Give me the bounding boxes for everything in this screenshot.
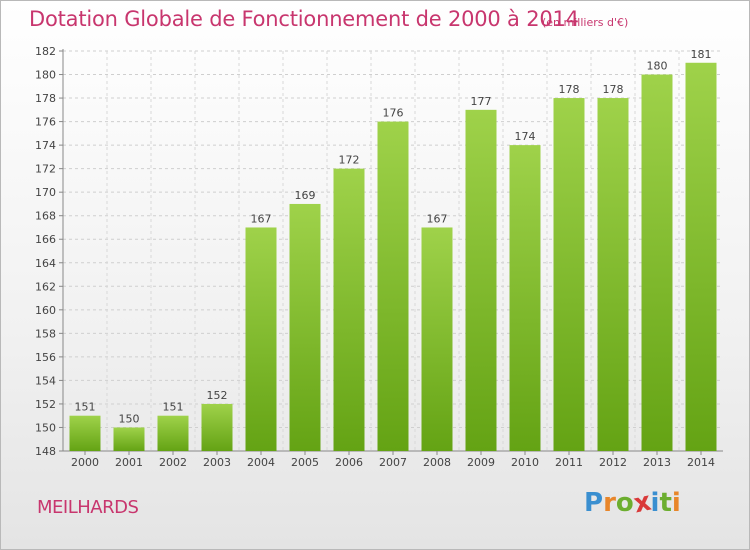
- data-label-2010: 174: [515, 130, 536, 143]
- data-label-2013: 180: [647, 60, 668, 73]
- data-label-2009: 177: [471, 95, 492, 108]
- x-tick-label: 2012: [599, 456, 627, 469]
- y-tick-label: 148: [35, 445, 56, 458]
- y-tick-label: 172: [35, 163, 56, 176]
- data-label-2002: 151: [163, 401, 184, 414]
- x-tick-label: 2010: [511, 456, 539, 469]
- bar-2003: [201, 403, 233, 451]
- bar-2012: [597, 98, 629, 451]
- x-tick-label: 2014: [687, 456, 715, 469]
- data-label-2008: 167: [427, 212, 448, 225]
- bar-2010: [509, 145, 541, 451]
- bar-2004: [245, 227, 277, 451]
- x-tick-label: 2000: [71, 456, 99, 469]
- y-tick-label: 152: [35, 398, 56, 411]
- data-label-2001: 150: [119, 412, 140, 425]
- data-label-2014: 181: [691, 48, 712, 61]
- y-tick-label: 166: [35, 233, 56, 246]
- bar-2002: [157, 415, 189, 451]
- x-tick-label: 2008: [423, 456, 451, 469]
- y-tick-label: 168: [35, 210, 56, 223]
- y-tick-label: 176: [35, 116, 56, 129]
- proxiti-logo: Proxiti: [584, 486, 681, 520]
- bar-2009: [465, 109, 497, 451]
- bars: [69, 62, 717, 452]
- y-tick-label: 182: [35, 45, 56, 58]
- x-tick-label: 2007: [379, 456, 407, 469]
- y-tick-label: 162: [35, 280, 56, 293]
- x-tick-label: 2001: [115, 456, 143, 469]
- y-tick-label: 156: [35, 351, 56, 364]
- data-label-2006: 172: [339, 154, 360, 167]
- y-tick-label: 160: [35, 304, 56, 317]
- bar-2001: [113, 427, 145, 451]
- bar-2008: [421, 227, 453, 451]
- x-tick-label: 2006: [335, 456, 363, 469]
- x-tick-label: 2011: [555, 456, 583, 469]
- x-tick-label: 2002: [159, 456, 187, 469]
- x-tick-label: 2003: [203, 456, 231, 469]
- bar-2011: [553, 98, 585, 451]
- y-tick-label: 180: [35, 69, 56, 82]
- data-label-2004: 167: [251, 212, 272, 225]
- chart-subtitle: (en milliers d'€): [542, 16, 629, 29]
- data-label-2000: 151: [75, 401, 96, 414]
- bar-2013: [641, 74, 673, 451]
- x-tick-label: 2009: [467, 456, 495, 469]
- chart-title: Dotation Globale de Fonctionnement de 20…: [29, 7, 579, 31]
- bar-2005: [289, 203, 321, 451]
- bar-2007: [377, 121, 409, 452]
- bar-2006: [333, 168, 365, 451]
- data-label-2012: 178: [603, 83, 624, 96]
- x-tick-label: 2013: [643, 456, 671, 469]
- y-tick-label: 158: [35, 327, 56, 340]
- y-tick-label: 174: [35, 139, 56, 152]
- commune-name: MEILHARDS: [37, 497, 139, 518]
- x-tick-label: 2005: [291, 456, 319, 469]
- y-tick-label: 178: [35, 92, 56, 105]
- y-tick-label: 164: [35, 257, 56, 270]
- bar-2014: [685, 62, 717, 451]
- y-tick-label: 170: [35, 186, 56, 199]
- y-tick-label: 150: [35, 421, 56, 434]
- y-tick-label: 154: [35, 374, 56, 387]
- data-label-2005: 169: [295, 189, 316, 202]
- x-tick-label: 2004: [247, 456, 275, 469]
- data-labels: 151 150 151 152 167 169 172 176 167 177 174 178 178 1…: [75, 48, 712, 426]
- bar-2000: [69, 415, 101, 451]
- data-label-2011: 178: [559, 83, 580, 96]
- data-label-2003: 152: [207, 389, 228, 402]
- data-label-2007: 176: [383, 107, 404, 120]
